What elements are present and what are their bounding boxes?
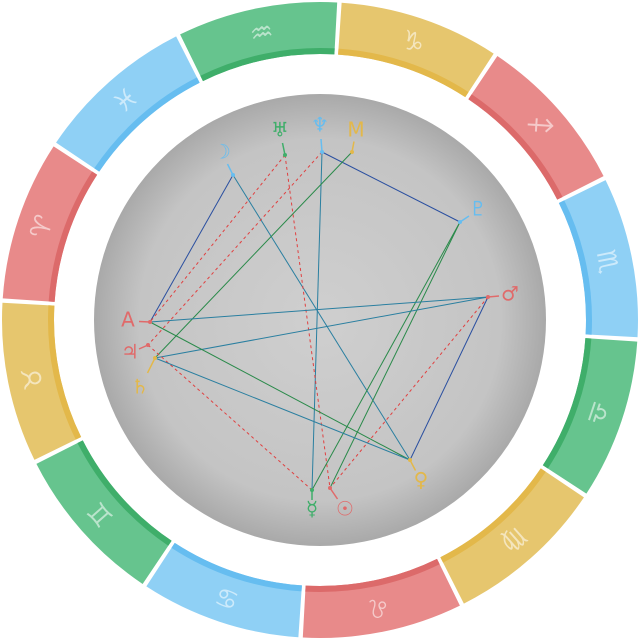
point-glyph: M xyxy=(347,118,364,142)
point-glyph: ♄ xyxy=(131,375,149,399)
point-dot xyxy=(146,343,150,347)
sign-segment xyxy=(558,180,638,338)
point-glyph: ♇ xyxy=(469,197,487,221)
point-dot xyxy=(458,220,462,224)
point-glyph: ☉ xyxy=(336,497,354,521)
sign-segment xyxy=(440,468,584,604)
point-dot xyxy=(153,356,157,360)
sign-edge xyxy=(305,558,440,592)
point-glyph: ♃ xyxy=(121,340,139,364)
point-tick xyxy=(281,142,286,156)
point-glyph: A xyxy=(121,308,135,332)
point-dot xyxy=(283,153,287,157)
point-tick xyxy=(146,357,156,374)
sign-segment xyxy=(180,2,338,82)
point-dot xyxy=(231,173,235,177)
sign-segment xyxy=(2,146,98,302)
points: ♅ ♆ M ☽ ♇ ♂ ♀ ☉ ☿ A ♃ ♄ xyxy=(121,113,519,521)
point-dot xyxy=(350,150,354,154)
point-glyph: ☽ xyxy=(213,140,231,164)
sign-edge xyxy=(47,305,82,440)
sign-segment xyxy=(338,2,494,98)
point-tick xyxy=(226,163,234,176)
point-dot xyxy=(486,295,490,299)
sign-edge xyxy=(542,338,592,469)
point-dot xyxy=(320,150,324,154)
sign-edge xyxy=(338,48,469,98)
point-dot xyxy=(148,320,152,324)
sign-segment xyxy=(1,302,82,460)
sign-segment xyxy=(146,542,302,638)
sign-segment xyxy=(36,440,172,584)
sign-edge xyxy=(468,94,563,200)
point-dot xyxy=(310,488,314,492)
aspect-lines xyxy=(147,151,489,491)
sign-segment xyxy=(56,36,200,172)
point-tick xyxy=(320,138,323,153)
point-glyph: ♆ xyxy=(311,113,329,137)
sign-edge xyxy=(77,440,172,546)
sign-segment xyxy=(542,338,638,494)
point-tick xyxy=(329,487,339,500)
point-glyph: ♂ xyxy=(501,282,519,306)
sign-edge xyxy=(48,171,98,302)
point-dot xyxy=(408,458,412,462)
point-dot xyxy=(328,486,332,490)
sign-edge xyxy=(440,468,546,563)
point-glyph: ☿ xyxy=(306,497,318,521)
inner-disc xyxy=(94,94,546,546)
sign-edge xyxy=(94,77,200,172)
sign-segment xyxy=(302,558,460,638)
sign-edge xyxy=(171,542,302,592)
point-glyph: ♅ xyxy=(271,118,289,142)
sign-edge xyxy=(558,200,592,335)
sign-edge xyxy=(200,47,335,82)
point-glyph: ♀ xyxy=(414,468,429,492)
sign-segment xyxy=(468,56,604,200)
